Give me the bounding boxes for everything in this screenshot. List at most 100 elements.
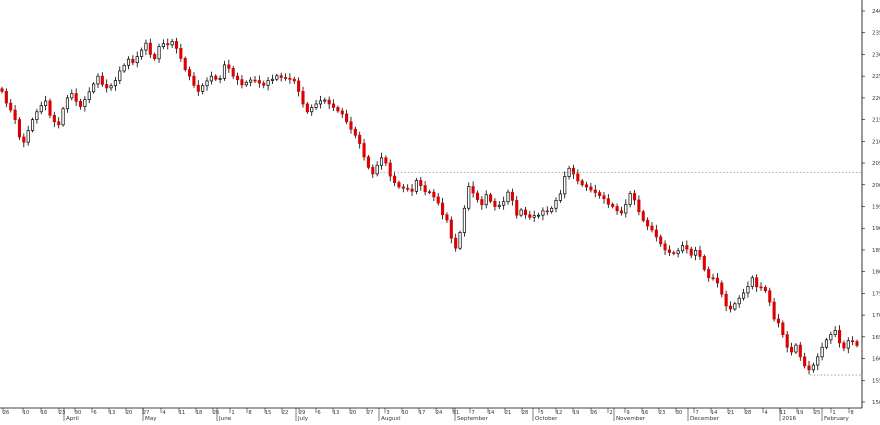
- candle-body-down: [707, 269, 711, 279]
- candle-body-down: [776, 318, 781, 324]
- y-tick-label: 175: [872, 291, 880, 297]
- x-tick-label: 27: [367, 410, 374, 416]
- candle-body-up: [519, 209, 523, 216]
- candle-body-down: [785, 334, 789, 348]
- candle: [105, 79, 109, 93]
- candle: [74, 88, 78, 106]
- candle: [135, 51, 139, 68]
- candle: [746, 281, 750, 298]
- candle: [249, 77, 253, 87]
- candle-body-up: [222, 64, 227, 79]
- candle: [48, 98, 52, 119]
- candle: [563, 171, 567, 199]
- candle: [214, 74, 218, 82]
- candle: [52, 111, 56, 127]
- candle-body-up: [628, 193, 632, 205]
- candle-body-up: [83, 99, 87, 107]
- candle-body-up: [70, 93, 74, 99]
- candle: [30, 117, 35, 133]
- candle: [323, 97, 327, 104]
- candle: [471, 181, 475, 198]
- candle: [423, 181, 427, 196]
- candle: [750, 275, 754, 290]
- candle-body-up: [811, 364, 815, 371]
- candle-body-down: [427, 191, 432, 194]
- candle-body-down: [763, 286, 767, 292]
- candle-body-down: [837, 329, 842, 344]
- candle: [694, 246, 698, 261]
- candle: [153, 52, 157, 61]
- candle-body-down: [406, 187, 410, 190]
- candle: [606, 194, 610, 208]
- candle-body-up: [109, 85, 113, 89]
- candle: [497, 201, 501, 209]
- candle-body-up: [462, 207, 466, 233]
- candle: [602, 192, 606, 204]
- candle: [781, 320, 785, 338]
- candle: [301, 86, 305, 108]
- candle-body-up: [218, 77, 222, 80]
- candle: [140, 47, 144, 60]
- candle-body-down: [262, 82, 266, 86]
- candle: [558, 189, 562, 203]
- candle: [318, 95, 322, 109]
- candle-body-down: [74, 93, 78, 102]
- candle-body-down: [393, 175, 397, 183]
- candle: [759, 282, 763, 291]
- candle-body-up: [39, 105, 43, 113]
- x-month-label: June: [218, 416, 232, 421]
- candle: [532, 210, 536, 222]
- candle: [131, 55, 135, 66]
- candle: [297, 77, 301, 97]
- candle: [624, 199, 628, 218]
- candle-body-down: [685, 245, 689, 250]
- x-tick-label: 17: [419, 410, 426, 416]
- candle: [820, 342, 824, 361]
- candle: [196, 80, 200, 96]
- y-tick-label: 150: [872, 400, 880, 406]
- candle-body-down: [755, 277, 759, 288]
- candle: [209, 71, 213, 85]
- candle-body-down: [475, 192, 480, 200]
- candle-body-up: [135, 56, 139, 64]
- y-tick-label: 165: [872, 335, 880, 341]
- candle-body-up: [30, 119, 35, 131]
- candle-body-down: [9, 102, 13, 111]
- candle: [327, 96, 331, 110]
- candle: [0, 86, 4, 94]
- y-tick-label: 170: [872, 313, 880, 319]
- candle: [244, 80, 248, 87]
- candle-body-down: [419, 180, 423, 186]
- candle: [842, 340, 846, 352]
- candle: [240, 75, 244, 89]
- candle: [345, 109, 349, 125]
- candle: [589, 182, 593, 193]
- candle: [218, 75, 222, 84]
- candle-body-down: [284, 77, 288, 79]
- candle: [288, 73, 292, 84]
- candle-body-down: [410, 188, 414, 192]
- x-tick-label: 27: [143, 410, 150, 416]
- candle-body-down: [510, 191, 514, 201]
- candle: [458, 230, 462, 251]
- reference-lines: [380, 172, 862, 376]
- candle-body-down: [454, 237, 458, 249]
- candle-body-down: [654, 229, 658, 238]
- x-tick-label: 20: [350, 410, 357, 416]
- x-tick-label: 14: [711, 410, 718, 416]
- candle-body-down: [166, 43, 170, 46]
- candle: [711, 273, 715, 281]
- x-tick-label: 11: [179, 410, 186, 416]
- candle-body-down: [331, 103, 336, 108]
- candle: [262, 80, 266, 89]
- x-tick-label: 28: [745, 410, 752, 416]
- candle: [545, 206, 549, 216]
- candle: [157, 43, 161, 63]
- candle: [87, 87, 91, 104]
- candle-body-down: [345, 113, 349, 123]
- candle-body-up: [375, 164, 379, 175]
- candle-body-down: [715, 277, 719, 284]
- candle-body-down: [445, 214, 449, 221]
- candle: [70, 89, 74, 101]
- candle: [9, 99, 13, 113]
